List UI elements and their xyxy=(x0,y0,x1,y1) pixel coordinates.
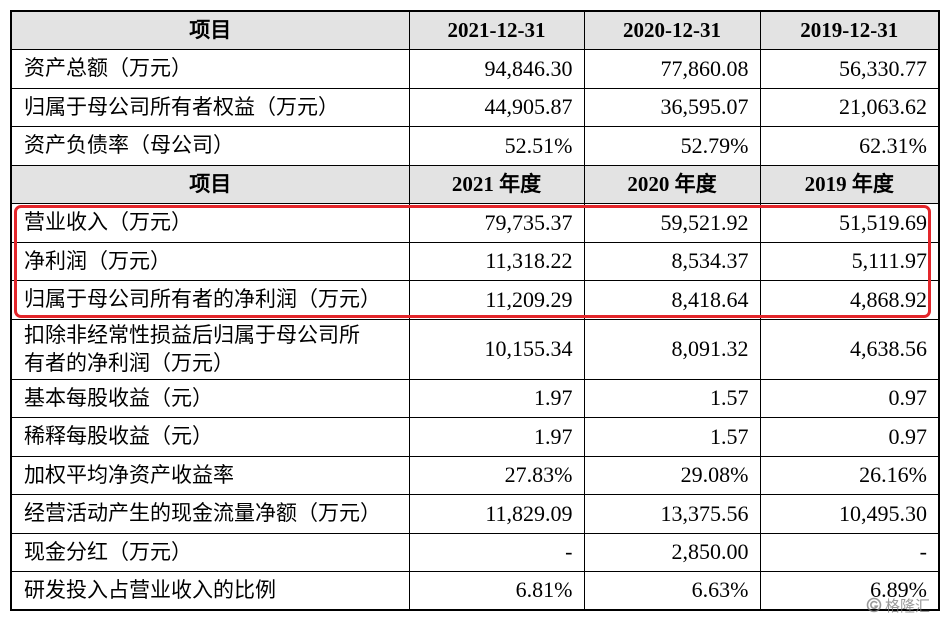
value-cell: 56,330.77 xyxy=(759,49,940,89)
value-cell: 21,063.62 xyxy=(759,87,940,127)
value-cell: 11,318.22 xyxy=(408,241,585,281)
value-cell: 52.51% xyxy=(408,126,585,166)
value-cell: 6.81% xyxy=(408,571,585,611)
row-label: 加权平均净资产收益率 xyxy=(10,455,410,495)
header-cell-period: 2019 年度 xyxy=(759,164,940,204)
value-cell: 10,155.34 xyxy=(408,318,585,380)
value-cell: 2,850.00 xyxy=(583,532,761,572)
value-cell: 52.79% xyxy=(583,126,761,166)
header-cell-period: 2020 年度 xyxy=(583,164,761,204)
value-cell: 13,375.56 xyxy=(583,494,761,534)
row-label: 归属于母公司所有者权益（万元） xyxy=(10,87,410,127)
table-row: 归属于母公司所有者权益（万元） 44,905.87 36,595.07 21,063.… xyxy=(10,87,940,127)
value-cell: - xyxy=(408,532,585,572)
value-cell: 94,846.30 xyxy=(408,49,585,89)
value-cell: 6.63% xyxy=(583,571,761,611)
table-header-row: 项目 2021 年度 2020 年度 2019 年度 xyxy=(10,164,940,204)
table-row: 加权平均净资产收益率 27.83% 29.08% 26.16% xyxy=(10,455,940,495)
table-row: 扣除非经常性损益后归属于母公司所有者的净利润（万元） 10,155.34 8,091… xyxy=(10,318,940,380)
row-label: 净利润（万元） xyxy=(10,241,410,281)
row-label: 经营活动产生的现金流量净额（万元） xyxy=(10,494,410,534)
row-label: 营业收入（万元） xyxy=(10,203,410,243)
table-row: 资产负债率（母公司） 52.51% 52.79% 62.31% xyxy=(10,126,940,166)
table-row: 稀释每股收益（元） 1.97 1.57 0.97 xyxy=(10,417,940,457)
value-cell: 6.89% xyxy=(759,571,940,611)
value-cell: 8,091.32 xyxy=(583,318,761,380)
value-cell: 1.97 xyxy=(408,417,585,457)
value-cell: 10,495.30 xyxy=(759,494,940,534)
value-cell: 11,829.09 xyxy=(408,494,585,534)
row-label: 研发投入占营业收入的比例 xyxy=(10,571,410,611)
table-row: 资产总额（万元） 94,846.30 77,860.08 56,330.77 xyxy=(10,49,940,89)
value-cell: 79,735.37 xyxy=(408,203,585,243)
value-cell: 1.57 xyxy=(583,417,761,457)
table-header-row: 项目 2021-12-31 2020-12-31 2019-12-31 xyxy=(10,10,940,50)
table-row: 研发投入占营业收入的比例 6.81% 6.63% 6.89% xyxy=(10,571,940,611)
value-cell: 5,111.97 xyxy=(759,241,940,281)
row-label: 稀释每股收益（元） xyxy=(10,417,410,457)
table-row: 现金分红（万元） -2,850.00- xyxy=(10,532,940,572)
value-cell: 8,534.37 xyxy=(583,241,761,281)
header-cell-period: 2021 年度 xyxy=(408,164,585,204)
value-cell: 4,868.92 xyxy=(759,280,940,320)
row-label: 现金分红（万元） xyxy=(10,532,410,572)
value-cell: 11,209.29 xyxy=(408,280,585,320)
value-cell: 44,905.87 xyxy=(408,87,585,127)
value-cell: 62.31% xyxy=(759,126,940,166)
value-cell: 51,519.69 xyxy=(759,203,940,243)
table-row: 基本每股收益（元） 1.97 1.57 0.97 xyxy=(10,378,940,418)
value-cell: 26.16% xyxy=(759,455,940,495)
value-cell: 1.97 xyxy=(408,378,585,418)
value-cell: 0.97 xyxy=(759,417,940,457)
value-cell: 36,595.07 xyxy=(583,87,761,127)
value-cell: 29.08% xyxy=(583,455,761,495)
header-cell-period: 2019-12-31 xyxy=(759,10,940,50)
header-cell-item: 项目 xyxy=(10,164,410,204)
header-cell-period: 2020-12-31 xyxy=(583,10,761,50)
value-cell: 77,860.08 xyxy=(583,49,761,89)
header-cell-period: 2021-12-31 xyxy=(408,10,585,50)
table-row: 归属于母公司所有者的净利润（万元） 11,209.29 8,418.64 4,868.… xyxy=(10,280,940,320)
table-row: 营业收入（万元） 79,735.37 59,521.92 51,519.69 xyxy=(10,203,940,243)
value-cell: - xyxy=(759,532,940,572)
row-label: 资产负债率（母公司） xyxy=(10,126,410,166)
value-cell: 0.97 xyxy=(759,378,940,418)
value-cell: 1.57 xyxy=(583,378,761,418)
header-cell-item: 项目 xyxy=(10,10,410,50)
table-row: 净利润（万元） 11,318.22 8,534.37 5,111.97 xyxy=(10,241,940,281)
financial-summary-table: 项目 2021-12-31 2020-12-31 2019-12-31 资产总额（万元）… xyxy=(10,10,940,611)
table-row: 经营活动产生的现金流量净额（万元） 11,829.09 13,375.56 10,49… xyxy=(10,494,940,534)
value-cell: 8,418.64 xyxy=(583,280,761,320)
row-label: 归属于母公司所有者的净利润（万元） xyxy=(10,280,410,320)
value-cell: 59,521.92 xyxy=(583,203,761,243)
value-cell: 27.83% xyxy=(408,455,585,495)
row-label: 资产总额（万元） xyxy=(10,49,410,89)
value-cell: 4,638.56 xyxy=(759,318,940,380)
row-label: 扣除非经常性损益后归属于母公司所有者的净利润（万元） xyxy=(10,318,410,380)
row-label: 基本每股收益（元） xyxy=(10,378,410,418)
